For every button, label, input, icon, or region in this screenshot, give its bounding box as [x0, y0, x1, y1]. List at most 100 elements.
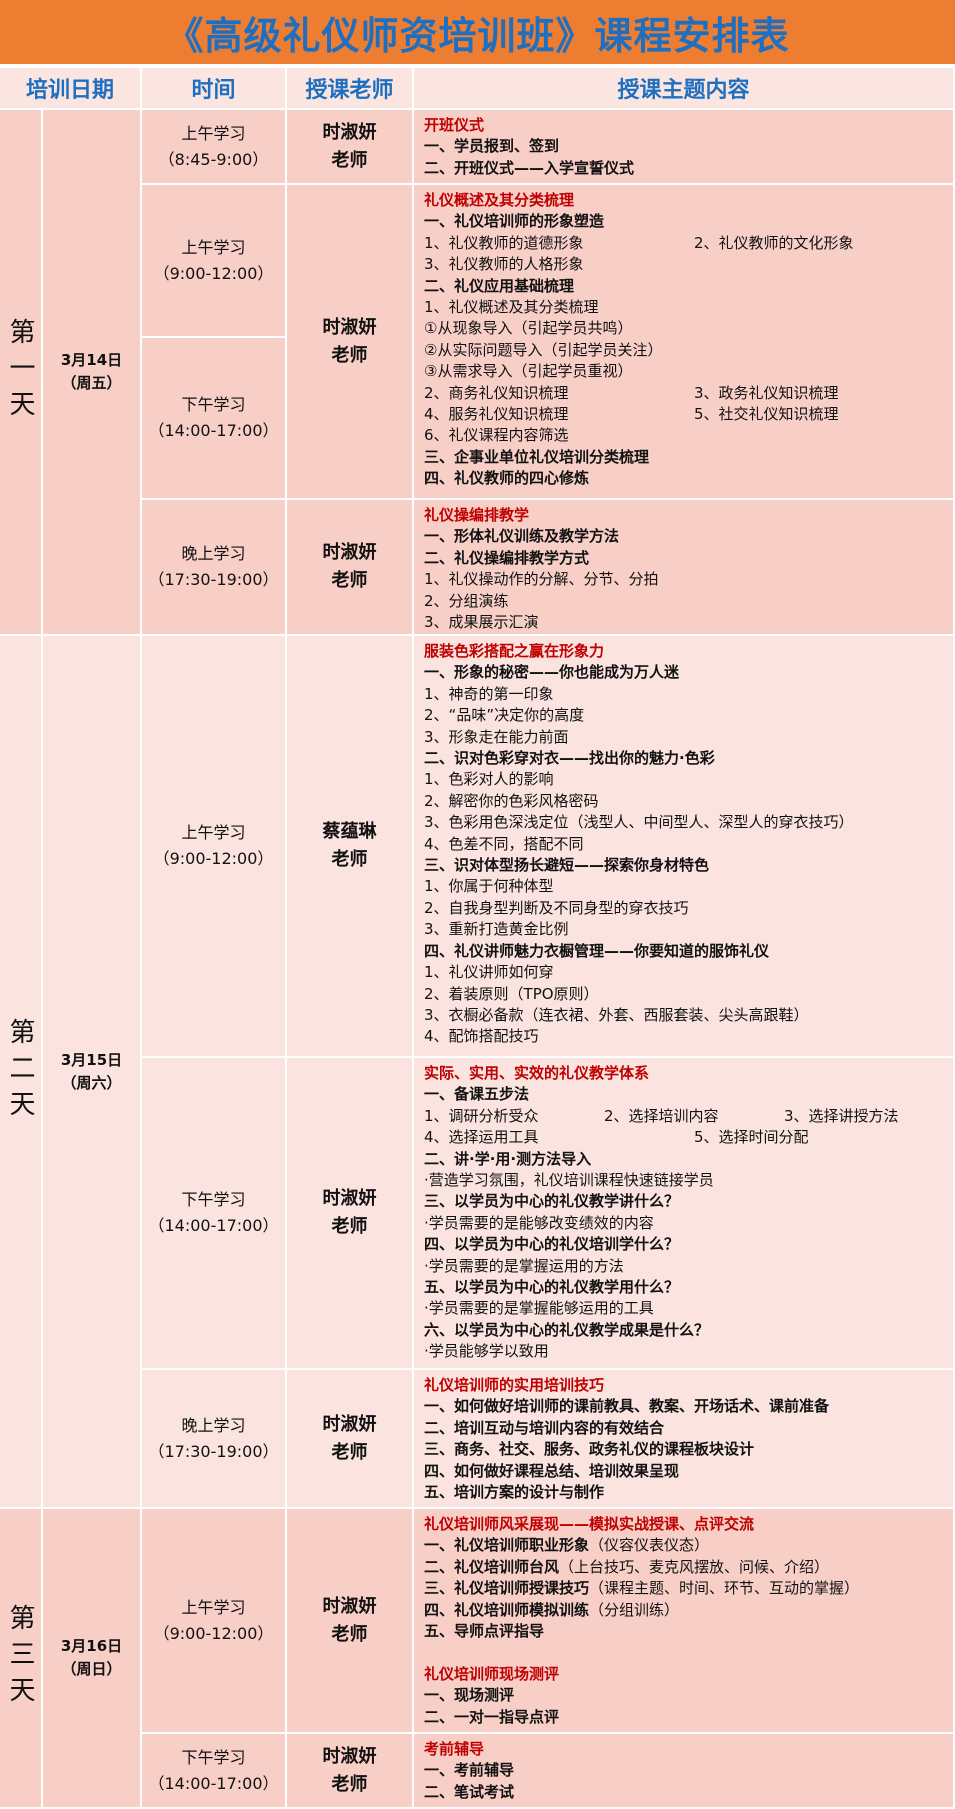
- teacher-name: 时淑妍: [322, 1188, 377, 1209]
- content-text: 1、色彩对人的影响: [424, 770, 554, 789]
- content-text: 一、形体礼仪训练及教学方法: [424, 527, 620, 546]
- content-cell: 服装色彩搭配之赢在形象力 一、形象的秘密——你也能成为万人迷 1、神奇的第一印象 2、…: [414, 636, 955, 1058]
- content-column: 4、服务礼仪知识梳理: [424, 405, 569, 424]
- content-text: 四、礼仪培训师模拟训练: [424, 1600, 590, 1619]
- header-date: 培训日期: [0, 68, 142, 110]
- content-text: 1、礼仪操动作的分解、分节、分拍: [424, 570, 659, 589]
- content-text: 二、培训互动与培训内容的有效结合: [424, 1418, 665, 1437]
- content-text: 实际、实用、实效的礼仪教学体系: [424, 1064, 650, 1082]
- content-note: （仪容仪表仪态）: [589, 1536, 710, 1555]
- session-hours: （17:30-19:00）: [148, 570, 279, 589]
- content-text: 3、礼仪教师的人格形象: [424, 255, 584, 274]
- section-heading: 礼仪概述及其分类梳理: [424, 190, 574, 211]
- content-text: 礼仪培训师风采展现——模拟实战授课、点评交流: [424, 1515, 755, 1533]
- content-line: 二、开班仪式——入学宣誓仪式: [424, 158, 634, 179]
- header-time-label: 时间: [191, 78, 236, 103]
- content-cell: 实际、实用、实效的礼仪教学体系 一、备课五步法 1、调研分析受众 2、选择培训内容 3、…: [414, 1058, 955, 1370]
- day-label: 第一天: [0, 110, 43, 636]
- content-text: 2、“品味”决定你的高度: [424, 706, 585, 725]
- session-time: 上午学习 （9:00-12:00）: [142, 185, 287, 338]
- day-text: 第二天: [5, 1017, 35, 1126]
- session-time: 下午学习 （14:00-17:00）: [142, 338, 287, 500]
- content-text: 三、商务、社交、服务、政务礼仪的课程板块设计: [424, 1440, 755, 1459]
- content-line: 二、礼仪培训师台风 （上台技巧、麦克风摆放、问候、介绍）: [424, 1557, 829, 1578]
- content-text: 二、礼仪操编排教学方式: [424, 548, 590, 567]
- session-time: 晚上学习 （17:30-19:00）: [142, 1370, 287, 1509]
- weekday-text: （周六）: [61, 1073, 122, 1092]
- content-text: 二、礼仪培训师台风: [424, 1557, 560, 1576]
- content-text: 礼仪培训师现场测评: [424, 1664, 560, 1683]
- date-cell: 3月14日 （周五）: [43, 110, 142, 636]
- content-line: [424, 1642, 429, 1663]
- content-text: 二、开班仪式——入学宣誓仪式: [424, 158, 635, 177]
- content-line: 五、培训方案的设计与制作: [424, 1482, 604, 1503]
- session-hours: （9:00-12:00）: [153, 849, 274, 868]
- content-text: 二、礼仪应用基础梳理: [424, 276, 575, 295]
- date-text: 3月15日: [60, 1050, 123, 1069]
- session-period: 晚上学习: [181, 544, 246, 563]
- content-text: 4、色差不同，搭配不同: [424, 834, 584, 853]
- header-date-label: 培训日期: [25, 78, 114, 103]
- content-text: 1、你属于何种体型: [424, 877, 554, 896]
- content-text: 五、以学员为中心的礼仪教学用什么？: [424, 1278, 680, 1297]
- content-text: 服装色彩搭配之赢在形象力: [424, 642, 605, 660]
- teacher-title: 老师: [331, 344, 368, 366]
- content-line: 二、讲·学·用·测方法导入: [424, 1149, 591, 1170]
- content-text: 3、衣橱必备款（连衣裙、外套、西服套装、尖头高跟鞋）: [424, 1005, 809, 1024]
- content-line: 4、配饰搭配技巧: [424, 1026, 539, 1047]
- teacher-name: 时淑妍: [322, 1595, 377, 1617]
- content-column: 2、选择培训内容: [604, 1106, 719, 1125]
- content-line: 1、神奇的第一印象: [424, 684, 554, 705]
- content-column: 4、选择运用工具: [424, 1128, 539, 1147]
- day-label: 第三天: [0, 1509, 43, 1809]
- content-cell: 礼仪培训师风采展现——模拟实战授课、点评交流 一、礼仪培训师职业形象 （仪容仪表仪态…: [414, 1509, 955, 1734]
- session-hours: （8:45-9:00）: [158, 149, 269, 169]
- content-text: 四、礼仪讲师魅力衣橱管理——你要知道的服饰礼仪: [424, 941, 770, 960]
- content-text: 三、礼仪培训师授课技巧: [424, 1579, 590, 1598]
- session-period: 下午学习: [181, 395, 246, 414]
- content-line: 三、礼仪培训师授课技巧 （课程主题、时间、环节、互动的掌握）: [424, 1578, 859, 1599]
- teacher-cell: 时淑妍 老师: [287, 110, 414, 185]
- content-line: ·学员能够学以致用: [424, 1341, 549, 1362]
- content-line: 二、礼仪操编排教学方式: [424, 548, 589, 569]
- content-cell: 考前辅导 一、考前辅导 二、笔试考试: [414, 1734, 955, 1809]
- content-text: 一、礼仪培训师职业形象: [424, 1536, 590, 1555]
- content-line: 2、着装原则（TPO原则）: [424, 984, 599, 1005]
- teacher-title: 老师: [331, 1623, 368, 1645]
- content-line: 四、礼仪培训师模拟训练 （分组训练）: [424, 1600, 679, 1621]
- content-line: 1、你属于何种体型: [424, 876, 554, 897]
- session-time: 下午学习 （14:00-17:00）: [142, 1734, 287, 1809]
- teacher-title: 老师: [331, 149, 368, 171]
- content-line: 四、如何做好课程总结、培训效果呈现: [424, 1461, 679, 1482]
- date-text: 3月16日: [60, 1637, 123, 1655]
- session-hours: （14:00-17:00）: [148, 1773, 279, 1793]
- weekday-text: （周日）: [61, 1660, 122, 1678]
- content-column: 3、政务礼仪知识梳理: [694, 383, 839, 402]
- content-line: ③从需求导入（引起学员重视）: [424, 361, 632, 382]
- content-line: 四、以学员为中心的礼仪培训学什么？: [424, 1234, 679, 1255]
- date-cell: 3月15日 （周六）: [43, 636, 142, 1509]
- content-text: 2、自我身型判断及不同身型的穿衣技巧: [424, 898, 689, 917]
- content-text: 五、培训方案的设计与制作: [424, 1483, 605, 1502]
- content-text: 二、识对色彩穿对衣——找出你的魅力·色彩: [424, 749, 715, 768]
- session-period: 下午学习: [181, 1190, 246, 1209]
- teacher-cell: 时淑妍 老师: [287, 500, 414, 636]
- day-label: 第二天: [0, 636, 43, 1509]
- content-text: 3、色彩用色深浅定位（浅型人、中间型人、深型人的穿衣技巧）: [424, 813, 854, 832]
- teacher-title: 老师: [331, 1216, 368, 1237]
- content-text: 3、重新打造黄金比例: [424, 920, 569, 939]
- header-content: 授课主题内容: [414, 68, 955, 110]
- content-line: 二、笔试考试: [424, 1782, 514, 1803]
- content-line: 四、礼仪教师的四心修炼: [424, 468, 589, 489]
- content-line: 3、重新打造黄金比例: [424, 919, 569, 940]
- content-line: 6、礼仪课程内容筛选: [424, 425, 569, 446]
- content-cell: 礼仪培训师的实用培训技巧 一、如何做好培训师的课前教具、教案、开场话术、课前准备二…: [414, 1370, 955, 1509]
- content-text: 2、分组演练: [424, 591, 509, 610]
- page-title: 《高级礼仪师资培训班》课程安排表: [0, 0, 955, 64]
- session-hours: （14:00-17:00）: [148, 1216, 279, 1235]
- content-text: 考前辅导: [424, 1740, 485, 1758]
- content-line: 1、礼仪讲师如何穿: [424, 962, 554, 983]
- content-line: 3、形象走在能力前面: [424, 727, 569, 748]
- content-text: 五、导师点评指导: [424, 1622, 545, 1641]
- content-text: 礼仪培训师的实用培训技巧: [424, 1376, 605, 1394]
